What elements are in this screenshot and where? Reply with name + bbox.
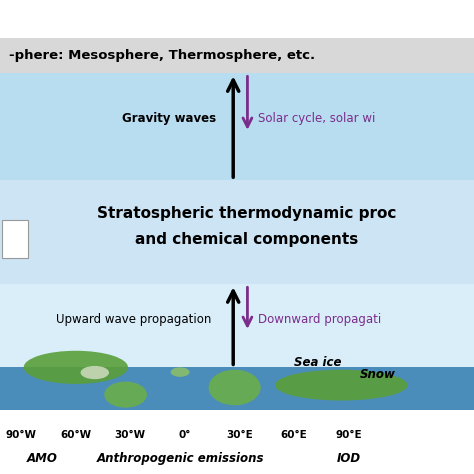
Bar [2,220,28,258]
Bar [0,180,474,284]
Text: Upward wave propagation: Upward wave propagation [55,313,211,327]
Bar [0,410,474,474]
Text: 30°E: 30°E [226,429,253,440]
Ellipse shape [24,351,128,384]
Text: Stratospheric thermodynamic proc: Stratospheric thermodynamic proc [97,206,396,221]
Text: 30°W: 30°W [115,429,146,440]
Text: AMO: AMO [27,452,58,465]
Text: 0°: 0° [179,429,191,440]
Ellipse shape [104,382,147,408]
Text: 60°W: 60°W [60,429,91,440]
Text: IOD: IOD [337,452,360,465]
Text: Snow: Snow [360,368,396,381]
Text: Gravity waves: Gravity waves [121,112,216,125]
Bar [0,0,474,38]
Text: Solar cycle, solar wi: Solar cycle, solar wi [258,112,376,125]
Text: -phere: Mesosphere, Thermosphere, etc.: -phere: Mesosphere, Thermosphere, etc. [9,49,316,62]
Text: Anthropogenic emissions: Anthropogenic emissions [96,452,264,465]
Text: Downward propagati: Downward propagati [258,313,382,327]
Bar [0,284,474,367]
Text: and chemical components: and chemical components [135,232,358,247]
Bar [0,367,474,410]
Ellipse shape [209,370,261,405]
Bar [0,38,474,73]
Text: 90°W: 90°W [6,429,37,440]
Text: 90°E: 90°E [335,429,362,440]
Bar [0,73,474,180]
Ellipse shape [171,367,190,377]
Text: 60°E: 60°E [281,429,307,440]
Ellipse shape [81,366,109,379]
Text: Sea ice: Sea ice [294,356,341,369]
Ellipse shape [275,370,408,401]
